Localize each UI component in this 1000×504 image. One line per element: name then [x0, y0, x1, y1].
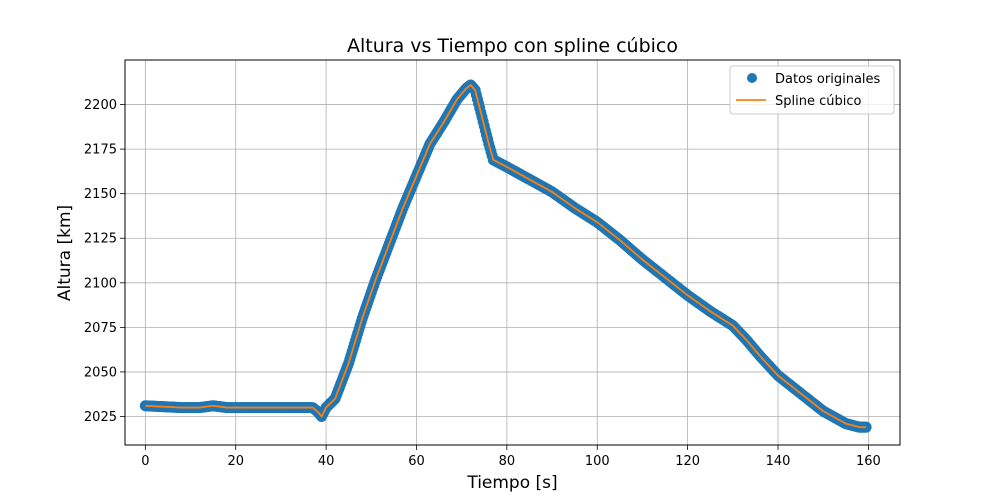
y-axis-label: Altura [km]: [55, 205, 75, 301]
chart-title: Altura vs Tiempo con spline cúbico: [347, 35, 678, 57]
x-tick-label: 100: [585, 454, 610, 469]
y-tick-label: 2050: [84, 365, 117, 380]
x-tick-label: 160: [856, 454, 881, 469]
x-tick-label: 120: [675, 454, 700, 469]
y-tick-label: 2175: [84, 143, 117, 158]
y-tick-label: 2075: [84, 321, 117, 336]
legend-marker-datos-originales: [747, 73, 757, 83]
y-tick-label: 2200: [84, 98, 117, 113]
x-tick-label: 0: [141, 454, 149, 469]
x-tick-label: 20: [227, 454, 244, 469]
legend-box: [729, 65, 895, 115]
y-tick-label: 2150: [84, 187, 117, 202]
legend-label-datos-originales: Datos originales: [775, 72, 881, 87]
spline-line: [145, 84, 867, 429]
y-tick-label: 2025: [84, 410, 117, 425]
x-tick-label: 80: [499, 454, 516, 469]
y-tick-label: 2125: [84, 232, 117, 247]
y-axis: 2025 2050 2075 2100 2125 2150 2175 2200: [84, 98, 125, 425]
legend: Datos originales Spline cúbico: [729, 65, 895, 115]
legend-label-spline-cubico: Spline cúbico: [775, 94, 861, 109]
y-tick-label: 2100: [84, 276, 117, 291]
x-tick-label: 40: [318, 454, 335, 469]
axes-frame: [124, 59, 901, 446]
x-axis: 0 20 40 60 80 100 120 140 160: [141, 445, 881, 469]
x-tick-label: 140: [766, 454, 791, 469]
plot-series: [139, 79, 872, 433]
x-tick-label: 60: [408, 454, 425, 469]
x-axis-label: Tiempo [s]: [466, 473, 557, 493]
